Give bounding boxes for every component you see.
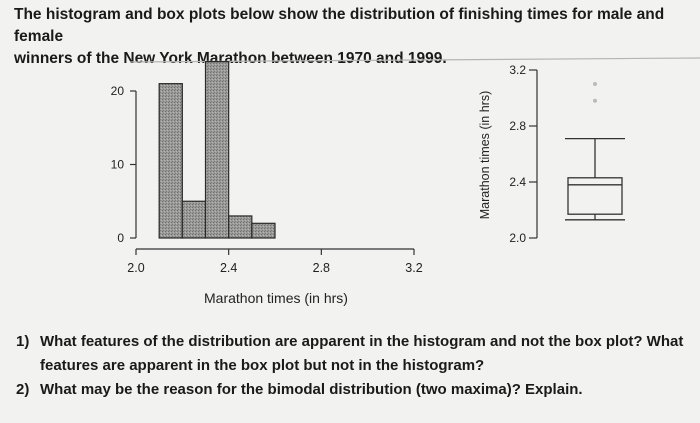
histogram-x-tick-label: 2.0 [127, 261, 144, 275]
boxplot-outlier [593, 82, 597, 86]
boxplot-outlier [593, 98, 597, 103]
histogram-y-tick-label: 20 [111, 84, 125, 98]
header-line-1: The histogram and box plots below show t… [14, 6, 665, 45]
histogram-x-tick-label: 2.8 [313, 261, 330, 275]
histogram-x-tick-label: 3.2 [405, 261, 422, 275]
histogram-bar [158, 83, 183, 239]
histogram-y-tick-label: 0 [117, 231, 124, 245]
histogram-x-axis-label: Marathon times (in hrs) [204, 290, 348, 306]
question-1-number: 1) [16, 333, 30, 350]
boxplot-y-tick-label: 3.2 [509, 63, 526, 77]
problem-header: The histogram and box plots below show t… [14, 4, 694, 70]
question-2: 2) What may be the reason for the bimoda… [16, 378, 700, 402]
question-2-text: What may be the reason for the bimodal d… [40, 381, 583, 398]
box-plot: 2.0 2.4 2.8 3.2 Marathon times (in hrs) [478, 63, 625, 245]
charts-area: 0 10 20 2.0 2.4 2.8 3.2 2.0 2.4 2.8 3.2 Marathon t… [111, 57, 700, 275]
questions-list: 1) What features of the distribution are… [16, 330, 700, 402]
histogram-bar [251, 222, 276, 239]
histogram-y-tick-label: 10 [111, 158, 125, 172]
question-1: 1) What features of the distribution are… [16, 330, 700, 378]
boxplot-y-tick-label: 2.0 [509, 231, 526, 245]
histogram-bar [181, 200, 207, 239]
boxplot-y-tick-label: 2.4 [509, 175, 526, 189]
histogram-x-tick-label: 2.4 [220, 261, 237, 275]
boxplot-y-axis-label: Marathon times (in hrs) [478, 91, 492, 220]
header-line-2: winners of the New York Marathon between… [14, 50, 447, 67]
boxplot-box [567, 177, 623, 215]
histogram-bar [204, 60, 230, 239]
histogram-bar [228, 215, 253, 239]
histogram: 0 10 20 2.0 2.4 2.8 3.2 [111, 60, 423, 275]
boxplot-y-tick-label: 2.8 [509, 119, 526, 133]
question-2-number: 2) [16, 381, 30, 398]
question-1-text: What features of the distribution are ap… [40, 333, 684, 374]
